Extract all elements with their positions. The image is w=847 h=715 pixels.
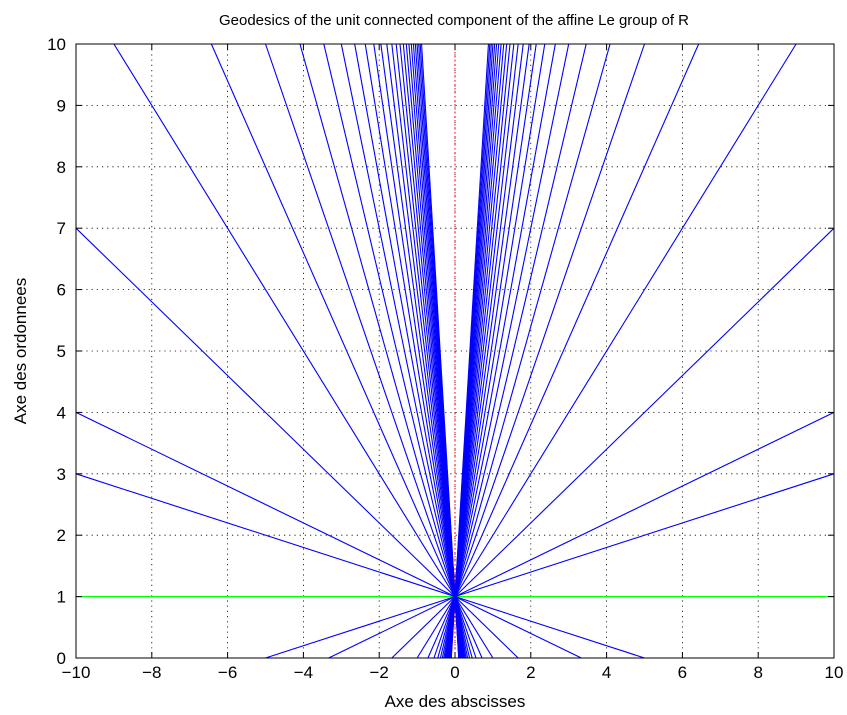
geodesic-line [75, 473, 645, 659]
y-tick-label: 8 [57, 158, 66, 177]
chart-title: Geodesics of the unit connected componen… [219, 12, 689, 29]
geodesic-line [328, 411, 835, 659]
geodesic-line [444, 43, 546, 659]
y-tick-label: 7 [57, 219, 66, 238]
x-tick-label: 8 [753, 663, 762, 682]
geodesic-lines [75, 43, 835, 659]
x-tick-labels: −10 −8 −6 −4 −2 0 2 4 6 8 10 [62, 663, 844, 682]
y-tick-label: 4 [57, 403, 66, 422]
geodesic-line [437, 43, 611, 659]
x-tick-label: 0 [450, 663, 459, 682]
geodesic-line [433, 43, 646, 659]
y-tick-label: 0 [57, 649, 66, 668]
geodesic-line [265, 473, 835, 659]
y-tick-label: 9 [57, 96, 66, 115]
geodesic-line [427, 43, 700, 659]
y-tick-label: 10 [47, 35, 66, 54]
geodesic-line [323, 43, 471, 659]
geodesic-line [391, 227, 835, 659]
x-tick-label: −8 [142, 663, 161, 682]
x-tick-label: 10 [825, 663, 844, 682]
x-tick-label: 2 [526, 663, 535, 682]
y-tick-label: 3 [57, 465, 66, 484]
tick-marks [75, 43, 835, 659]
geodesic-line [364, 43, 466, 659]
y-tick-label: 5 [57, 342, 66, 361]
x-tick-label: −4 [294, 663, 313, 682]
y-tick-label: 2 [57, 526, 66, 545]
geodesic-line [416, 43, 797, 659]
y-tick-label: 6 [57, 281, 66, 300]
x-tick-label: −6 [218, 663, 237, 682]
geodesic-line [354, 43, 467, 659]
y-tick-labels: 0 1 2 3 4 5 6 7 8 9 10 [47, 35, 66, 668]
geodesic-line [75, 227, 519, 659]
geodesic-line [113, 43, 494, 659]
x-tick-label: −2 [370, 663, 389, 682]
geodesic-line [264, 43, 477, 659]
geodesic-line [75, 411, 582, 659]
geodesic-line [439, 43, 587, 659]
x-tick-label: −10 [62, 663, 91, 682]
geodesic-line [299, 43, 473, 659]
geodesic-line [443, 43, 556, 659]
y-axis-label: Axe des ordonnees [11, 278, 30, 425]
y-tick-label: 1 [57, 588, 66, 607]
x-axis-label: Axe des abscisses [385, 692, 526, 711]
x-tick-label: 4 [602, 663, 611, 682]
geodesic-line [421, 43, 460, 659]
geodesic-line [340, 43, 469, 659]
x-tick-label: 6 [678, 663, 687, 682]
geodesic-line [441, 43, 570, 659]
geodesic-line [450, 43, 489, 659]
geodesic-line [210, 43, 483, 659]
